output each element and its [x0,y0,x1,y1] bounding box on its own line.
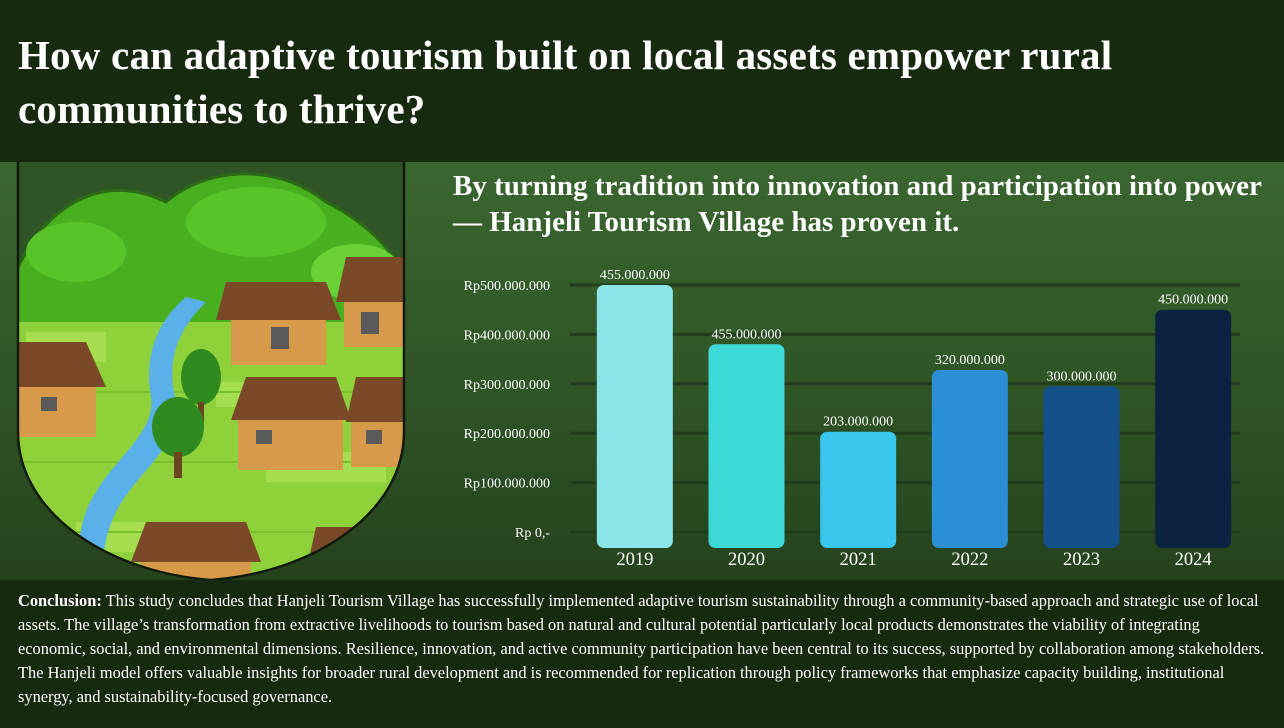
data-label: 455.000.000 [712,327,782,342]
x-tick-label: 2023 [1063,550,1100,570]
data-label: 455.000.000 [600,268,670,283]
data-label: 300.000.000 [1047,369,1117,384]
x-tick-label: 2019 [616,550,653,570]
rural-village-illustration [16,162,406,580]
y-tick-label: Rp100.000.000 [464,477,550,492]
bar [596,285,673,548]
data-label: 450.000.000 [1158,293,1228,308]
y-tick-label: Rp500.000.000 [464,279,550,294]
subtitle: By turning tradition into innovation and… [453,170,1262,238]
conclusion-label: Conclusion: [18,591,102,610]
x-tick-label: 2021 [840,550,877,570]
footer: Conclusion: This study concludes that Ha… [0,580,1284,728]
main-panel: By turning tradition into innovation and… [0,162,1284,580]
y-tick-label: Rp400.000.000 [464,328,550,343]
revenue-bar-chart: Rp 0,- Rp100.000.000 Rp200.000.000 Rp300.00… [464,268,1240,570]
bar [708,344,785,548]
conclusion: Conclusion: This study concludes that Ha… [18,589,1268,709]
data-label: 320.000.000 [935,353,1005,368]
header: How can adaptive tourism built on local … [0,0,1284,162]
conclusion-text: This study concludes that Hanjeli Touris… [18,591,1265,706]
y-tick-label: Rp200.000.000 [464,427,550,442]
bar [820,431,897,548]
y-tick-label: Rp300.000.000 [464,378,550,393]
y-tick-label: Rp 0,- [515,526,550,541]
data-label: 203.000.000 [823,415,893,430]
x-tick-label: 2022 [951,550,988,570]
bar [931,369,1008,548]
page-title: How can adaptive tourism built on local … [18,32,1113,132]
x-tick-label: 2020 [728,550,765,570]
x-tick-label: 2024 [1175,550,1212,570]
bar [1043,386,1120,548]
bar [1155,309,1232,548]
